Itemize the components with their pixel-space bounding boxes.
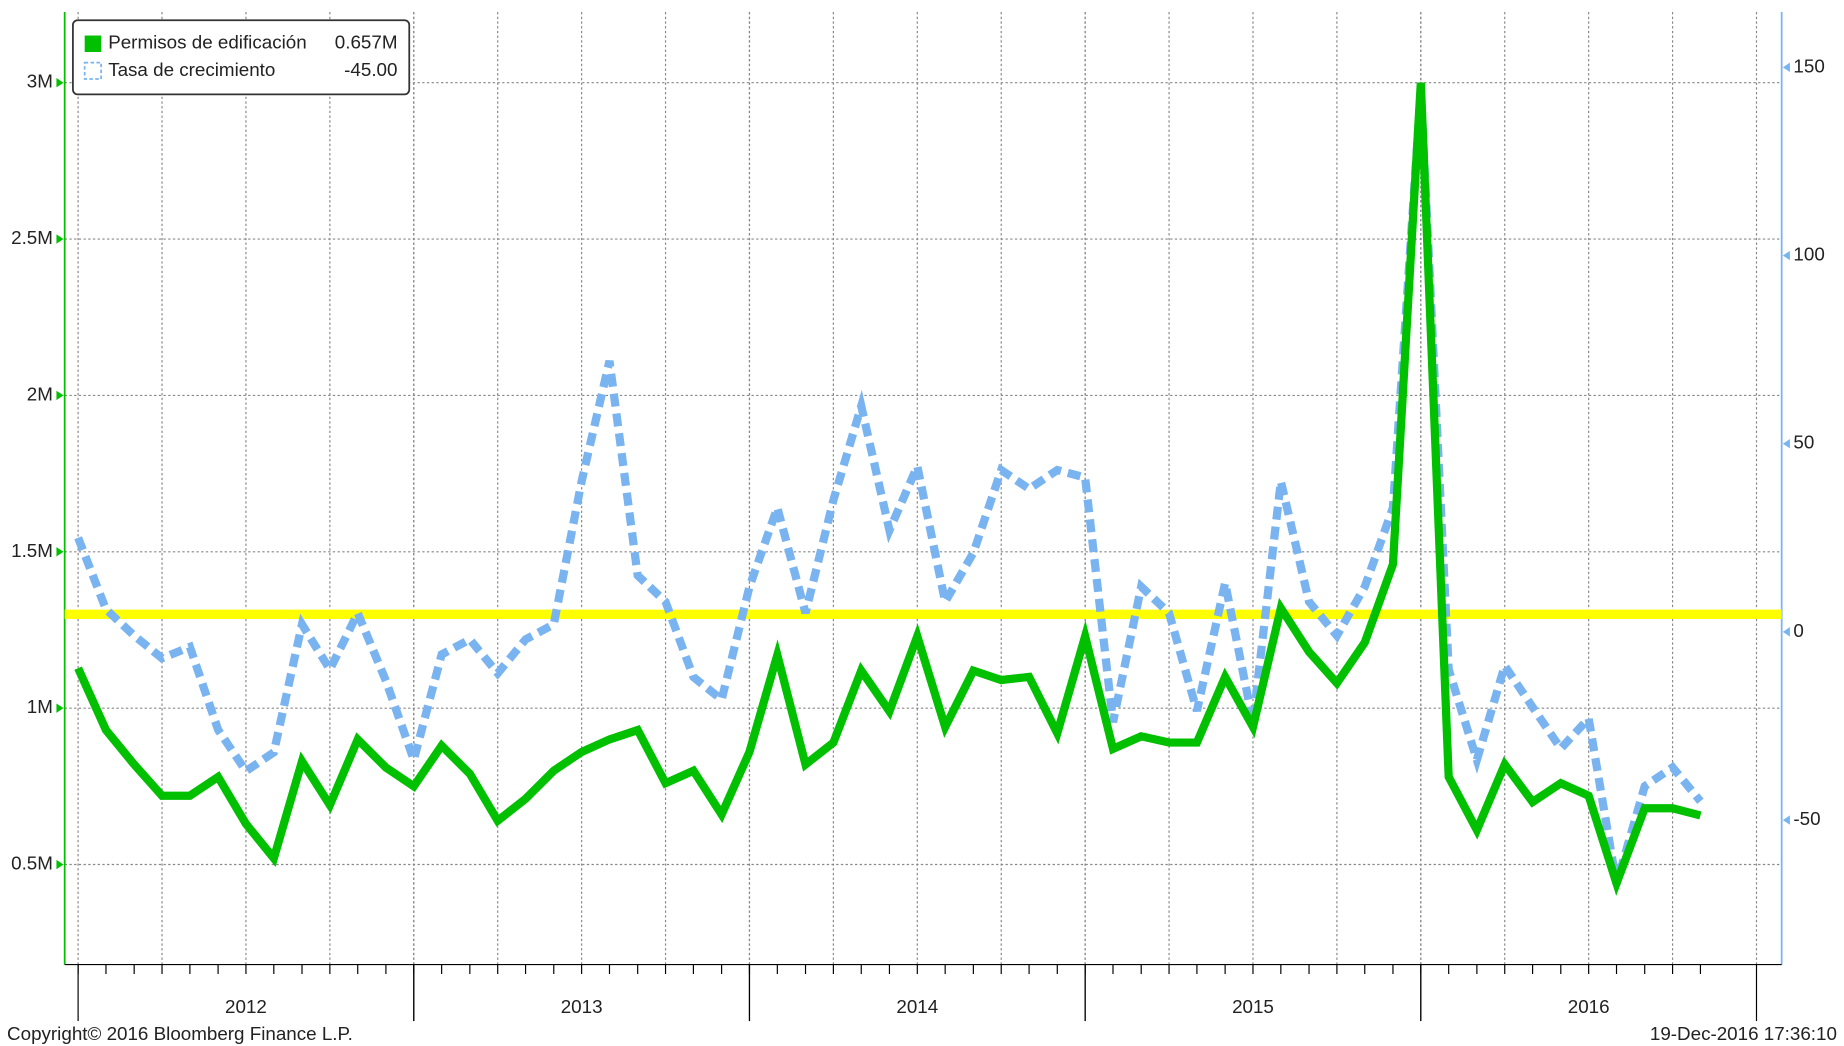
series-line — [74, 82, 1702, 896]
x-tick-label: 2012 — [225, 996, 267, 1017]
y2-tick-label: 50 — [1793, 432, 1814, 453]
series-line — [74, 89, 1704, 886]
y-tick — [56, 547, 64, 557]
timestamp: 19-Dec-2016 17:36:10 — [1650, 1023, 1837, 1044]
x-tick-label: 2015 — [1232, 996, 1274, 1017]
copyright: Copyright© 2016 Bloomberg Finance L.P. — [7, 1023, 353, 1044]
y2-tick — [1782, 439, 1790, 449]
y2-tick — [1782, 815, 1790, 825]
legend-label: Tasa de crecimiento — [108, 59, 275, 80]
legend: Permisos de edificación 0.657M Tasa de cre… — [72, 19, 411, 96]
legend-swatch — [84, 35, 102, 53]
y2-tick-label: 0 — [1793, 620, 1803, 641]
legend-label: Permisos de edificación — [108, 32, 307, 53]
legend-value: 0.657M — [335, 32, 398, 53]
y-tick — [56, 703, 64, 713]
x-tick-label: 2013 — [561, 996, 603, 1017]
y-tick — [56, 859, 64, 870]
y2-tick — [1782, 250, 1790, 261]
y-tick — [56, 234, 64, 244]
y-tick-label: 2.5M — [11, 227, 53, 248]
y-tick-label: 3M — [27, 71, 53, 92]
x-tick-label: 2016 — [1568, 996, 1610, 1017]
y2-tick — [1782, 627, 1790, 637]
y-tick-label: 1M — [27, 696, 53, 717]
legend-swatch — [83, 61, 103, 80]
y2-tick-label: 150 — [1793, 55, 1824, 76]
y-tick-label: 1.5M — [11, 540, 53, 561]
y-tick-label: 2M — [27, 383, 53, 404]
legend-box — [72, 19, 411, 96]
y2-tick — [1782, 62, 1790, 73]
x-tick-label: 2014 — [896, 996, 938, 1017]
y-tick — [56, 77, 64, 88]
y2-tick-label: 100 — [1793, 243, 1824, 264]
legend-value: -45.00 — [344, 59, 397, 80]
y-tick — [56, 390, 64, 401]
y2-tick-label: -50 — [1793, 808, 1820, 829]
y-tick-label: 0.5M — [11, 852, 53, 873]
